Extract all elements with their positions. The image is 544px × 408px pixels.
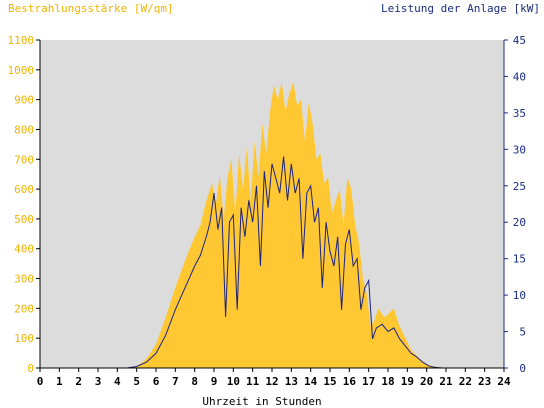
x-tick-label: 19: [401, 375, 414, 388]
x-tick-label: 12: [265, 375, 278, 388]
x-tick-label: 0: [37, 375, 44, 388]
x-tick-label: 23: [478, 375, 491, 388]
x-tick-label: 22: [459, 375, 472, 388]
x-tick-label: 18: [381, 375, 394, 388]
y-right-tick-label: 5: [519, 326, 526, 339]
x-tick-label: 7: [172, 375, 179, 388]
y-left-tick-label: 100: [14, 332, 34, 345]
y-right-tick-label: 45: [513, 34, 526, 47]
x-tick-label: 1: [56, 375, 63, 388]
x-tick-label: 9: [211, 375, 218, 388]
x-tick-label: 5: [133, 375, 140, 388]
x-tick-label: 3: [95, 375, 102, 388]
y-left-tick-label: 700: [14, 153, 34, 166]
y-left-tick-label: 200: [14, 302, 34, 315]
y-right-tick-label: 30: [513, 143, 526, 156]
x-tick-label: 11: [246, 375, 260, 388]
y-right-tick-label: 0: [519, 362, 526, 375]
x-axis-label: Uhrzeit in Stunden: [202, 395, 321, 408]
x-tick-label: 21: [439, 375, 453, 388]
left-axis-label: Bestrahlungsstärke [W/qm]: [8, 2, 174, 15]
y-right-tick-label: 15: [513, 253, 526, 266]
x-tick-label: 10: [227, 375, 240, 388]
series-layer: [40, 81, 504, 369]
y-left-tick-label: 300: [14, 273, 34, 286]
y-right-tick-label: 20: [513, 216, 526, 229]
x-tick-label: 14: [304, 375, 318, 388]
x-tick-label: 20: [420, 375, 433, 388]
y-left-tick-label: 1000: [8, 64, 35, 77]
x-tick-label: 13: [285, 375, 298, 388]
y-left-tick-label: 500: [14, 213, 34, 226]
x-tick-label: 4: [114, 375, 121, 388]
x-tick-label: 8: [191, 375, 198, 388]
y-left-tick-label: 900: [14, 94, 34, 107]
y-right-tick-label: 25: [513, 180, 526, 193]
y-left-tick-label: 0: [27, 362, 34, 375]
series-power-line: [40, 156, 504, 369]
x-tick-label: 6: [153, 375, 160, 388]
x-tick-label: 15: [323, 375, 336, 388]
y-left-tick-label: 400: [14, 243, 34, 256]
axes-layer: 0 1 2 3 4 5 6 7 8 9 10 11 12 13 14 15 16 17 18 19 20 21 22 23 24…: [8, 34, 527, 388]
y-left-tick-label: 600: [14, 183, 34, 196]
y-right-tick-label: 40: [513, 70, 526, 83]
y-right-tick-label: 10: [513, 289, 526, 302]
x-tick-label: 17: [362, 375, 375, 388]
right-axis-label: Leistung der Anlage [kW]: [381, 2, 540, 15]
y-left-tick-label: 800: [14, 123, 34, 136]
series-irradiance-area: [40, 81, 504, 368]
y-left-tick-label: 1100: [8, 34, 35, 47]
y-right-tick-label: 35: [513, 107, 526, 120]
x-tick-label: 16: [343, 375, 357, 388]
x-tick-label: 2: [75, 375, 82, 388]
x-tick-label: 24: [497, 375, 511, 388]
